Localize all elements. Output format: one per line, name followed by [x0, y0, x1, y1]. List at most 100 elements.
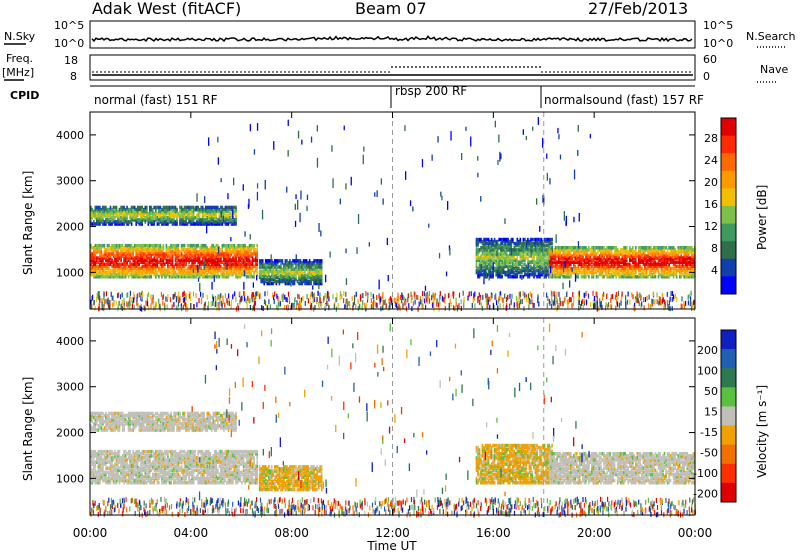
echo-cell — [170, 207, 172, 212]
clutter-cell — [277, 305, 279, 311]
echo-cell — [684, 268, 687, 273]
echo-cell — [539, 254, 541, 258]
echo-cell — [504, 270, 506, 275]
clutter-cell — [551, 299, 553, 305]
echo-cell — [684, 270, 687, 275]
echo-cell — [530, 246, 532, 250]
echo-cell — [530, 272, 532, 277]
clutter-cell — [128, 303, 130, 309]
echo-cell — [478, 274, 481, 279]
echo-cell — [261, 259, 264, 263]
echo-cell — [233, 266, 236, 271]
echo-cell — [194, 222, 196, 226]
echo-cell — [177, 254, 180, 258]
echo-cell — [197, 218, 199, 222]
echo-cell — [308, 275, 311, 280]
echo-cell — [621, 266, 623, 271]
echo-cell — [281, 279, 284, 284]
echo-cell — [152, 250, 154, 254]
echo-cell — [573, 264, 575, 269]
clutter-cell — [346, 301, 348, 307]
echo-cell — [147, 270, 150, 275]
echo-cell — [493, 243, 496, 248]
cpid-label: CPID — [10, 89, 39, 102]
echo-cell — [141, 205, 143, 210]
freq-tick-bottom: 8 — [70, 70, 77, 83]
echo-cell — [153, 248, 156, 252]
echo-cell — [483, 243, 485, 248]
echo-cell — [594, 260, 596, 264]
echo-cell — [691, 254, 693, 258]
echo-cell — [554, 254, 557, 258]
echo-cell — [239, 248, 242, 252]
echo-cell — [220, 218, 222, 222]
echo-cell — [121, 252, 124, 256]
echo-cell — [287, 271, 290, 275]
echo-cell — [663, 254, 666, 258]
echo-cell — [553, 270, 555, 275]
echo-cell — [167, 254, 169, 258]
echo-cell — [571, 246, 574, 250]
echo-cell — [501, 266, 503, 271]
echo-cell — [501, 268, 503, 273]
echo-cell — [305, 259, 308, 263]
echo-cell — [672, 270, 675, 275]
echo-cell — [130, 270, 133, 275]
echo-cell — [159, 220, 162, 224]
echo-cell — [206, 252, 209, 256]
clutter-cell — [182, 297, 184, 303]
echo-cell — [127, 220, 130, 224]
echo-cell — [254, 260, 257, 264]
echo-cell — [553, 258, 555, 262]
echo-cell — [111, 272, 113, 277]
echo-cell — [241, 272, 243, 277]
echo-cell — [123, 268, 125, 273]
echo-cell — [241, 252, 243, 256]
echo-cell — [144, 264, 147, 269]
echo-cell — [204, 246, 207, 250]
echo-cell — [215, 243, 218, 248]
echo-cell — [93, 209, 95, 214]
echo-cell — [242, 248, 245, 252]
echo-cell — [645, 254, 648, 258]
echo-cell — [489, 266, 491, 271]
echo-cell — [589, 256, 592, 260]
echo-cell — [533, 237, 535, 242]
echo-cell — [115, 262, 118, 267]
echo-cell — [173, 205, 175, 210]
echo-cell — [201, 270, 204, 275]
echo-cell — [96, 256, 98, 260]
echo-cell — [490, 252, 493, 256]
echo-cell — [221, 254, 224, 258]
clutter-cell — [140, 303, 142, 309]
echo-cell — [516, 272, 519, 277]
clutter-cell — [398, 303, 400, 309]
echo-cell — [293, 271, 296, 275]
echo-cell — [185, 209, 187, 214]
echo-cell — [484, 264, 487, 269]
echo-cell — [665, 266, 667, 271]
echo-cell — [513, 246, 516, 250]
echo-cell — [102, 266, 104, 271]
echo-cell — [261, 279, 264, 284]
echo-cell — [93, 252, 95, 256]
clutter-cell — [428, 295, 430, 301]
echo-cell — [299, 265, 302, 269]
clutter-cell — [276, 293, 278, 299]
echo-cell — [293, 273, 296, 278]
echo-cell — [639, 260, 642, 264]
echo-cell — [629, 246, 631, 250]
echo-cell — [656, 266, 658, 271]
echo-cell — [198, 258, 201, 262]
echo-cell — [622, 264, 625, 269]
echo-cell — [662, 274, 664, 279]
echo-cell — [108, 266, 110, 271]
echo-cell — [239, 264, 242, 269]
echo-cell — [164, 252, 166, 256]
echo-cell — [648, 262, 651, 267]
echo-cell — [194, 266, 196, 271]
echo-cell — [191, 220, 193, 224]
echo-cell — [120, 268, 122, 273]
echo-cell — [129, 243, 131, 248]
